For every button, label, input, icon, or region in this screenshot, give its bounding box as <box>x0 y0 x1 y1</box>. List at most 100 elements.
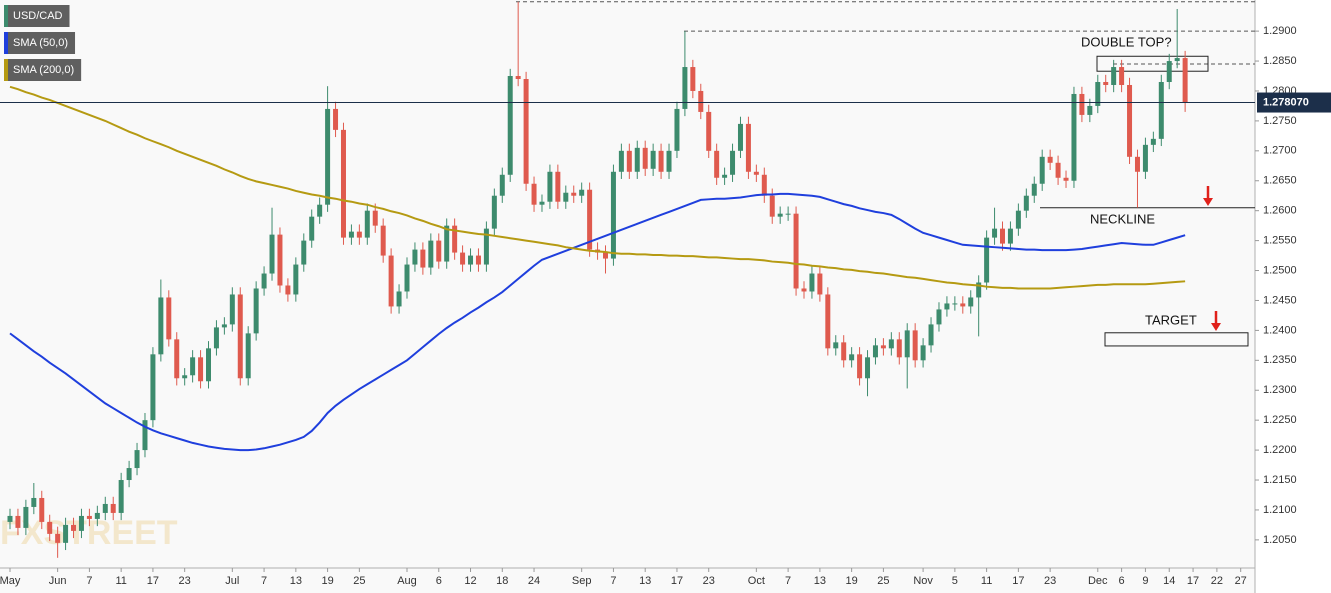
candle-body <box>650 150 656 169</box>
candle-body <box>340 129 346 238</box>
candle-body <box>94 512 100 519</box>
candle-body <box>1023 195 1029 211</box>
candle-body <box>745 123 751 172</box>
legend-box <box>4 32 76 54</box>
legend-swatch <box>4 5 8 27</box>
sma-line <box>9 85 1186 290</box>
candle-body <box>674 108 680 151</box>
candle-body <box>706 111 712 151</box>
y-tick-label: 1.2200 <box>1263 444 1297 456</box>
candle-body <box>603 252 608 259</box>
candle-body <box>698 90 704 112</box>
x-tick-label: 7 <box>610 575 616 587</box>
candle-body <box>904 330 910 358</box>
candle-body <box>658 150 664 172</box>
candle-body <box>682 67 688 109</box>
candle-body <box>587 189 593 250</box>
x-tick-label: May <box>0 575 21 587</box>
candle-body <box>968 297 974 307</box>
candle-body <box>1039 156 1045 184</box>
candle-body <box>71 524 77 531</box>
candle-body <box>63 524 69 543</box>
candle-body <box>475 255 481 265</box>
candle-body <box>1103 81 1109 85</box>
y-tick-label: 1.2750 <box>1263 115 1297 127</box>
candle-body <box>356 231 362 238</box>
y-tick-label: 1.2850 <box>1263 55 1297 67</box>
candle-body <box>1015 210 1021 229</box>
legend-swatch <box>4 59 8 81</box>
x-tick-label: 7 <box>261 575 267 587</box>
candle-body <box>817 273 823 295</box>
candle-body <box>1150 138 1156 145</box>
candle-body <box>626 150 632 172</box>
x-tick-label: 14 <box>1163 575 1175 587</box>
candle-body <box>396 291 402 307</box>
candle-body <box>1095 81 1101 106</box>
candle-body <box>920 345 926 361</box>
x-tick-label: Nov <box>913 575 933 587</box>
candle-body <box>769 195 775 217</box>
candle-body <box>610 171 616 259</box>
candle-body <box>126 468 132 481</box>
candle-body <box>944 303 950 310</box>
candle-body <box>253 288 259 334</box>
candle-body <box>634 147 640 172</box>
candle-body <box>261 273 267 289</box>
candle-body <box>237 294 243 379</box>
candle-body <box>976 282 982 298</box>
candle-body <box>1063 177 1069 181</box>
candle-body <box>571 192 577 196</box>
x-tick-label: 17 <box>1012 575 1024 587</box>
candle-body <box>730 150 736 175</box>
candle-body <box>277 234 283 286</box>
last-price-label: 1.278070 <box>1263 96 1309 108</box>
candle-body <box>785 213 791 215</box>
candle-body <box>55 533 61 543</box>
x-tick-label: 5 <box>952 575 958 587</box>
candle-body <box>777 213 783 217</box>
x-tick-label: 12 <box>464 575 476 587</box>
candle-body <box>1134 156 1140 172</box>
y-tick-label: 1.2550 <box>1263 235 1297 247</box>
x-tick-label: 7 <box>785 575 791 587</box>
double-top-label: DOUBLE TOP? <box>1081 34 1172 49</box>
candle-body <box>896 339 902 358</box>
candle-body <box>47 521 53 534</box>
candle-body <box>1007 228 1013 244</box>
candle-body <box>1055 162 1061 178</box>
y-tick-label: 1.2400 <box>1263 324 1297 336</box>
candle-body <box>928 324 934 346</box>
y-tick-label: 1.2700 <box>1263 145 1297 157</box>
neckline-label: NECKLINE <box>1090 211 1155 226</box>
y-tick-label: 1.2300 <box>1263 384 1297 396</box>
candle-body <box>555 171 561 202</box>
arrow <box>1203 186 1213 206</box>
candle-body <box>436 240 442 262</box>
candle-body <box>1087 105 1093 115</box>
candle-body <box>86 515 92 519</box>
x-tick-label: 23 <box>703 575 715 587</box>
x-tick-label: 6 <box>1119 575 1125 587</box>
x-tick-label: Aug <box>397 575 417 587</box>
y-tick-label: 1.2450 <box>1263 294 1297 306</box>
candle-body <box>309 216 315 241</box>
candle-body <box>515 76 521 80</box>
candle-body <box>753 171 759 175</box>
candle-body <box>618 150 624 172</box>
x-tick-label: 11 <box>981 575 992 587</box>
candle-body <box>801 288 807 292</box>
candle-body <box>221 324 227 328</box>
legend-box <box>4 59 82 81</box>
candle-body <box>833 342 839 349</box>
candle-body <box>539 201 545 205</box>
x-tick-label: 18 <box>496 575 508 587</box>
x-tick-label: 7 <box>86 575 92 587</box>
legend-box <box>4 5 70 27</box>
candle-body <box>118 480 124 513</box>
x-tick-label: 9 <box>1142 575 1148 587</box>
y-tick-label: 1.2150 <box>1263 474 1297 486</box>
x-tick-label: 13 <box>814 575 826 587</box>
candle-body <box>1111 67 1117 85</box>
